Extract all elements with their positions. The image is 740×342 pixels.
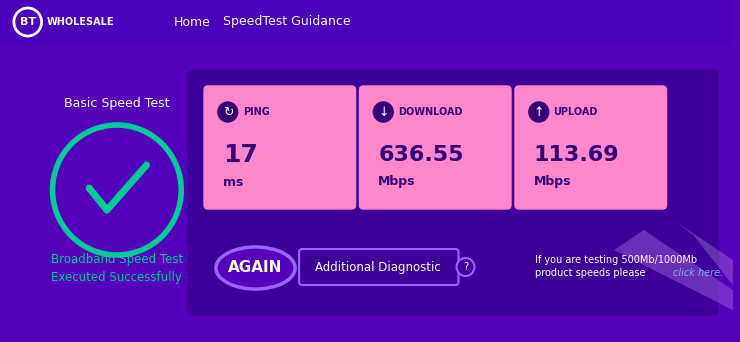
Polygon shape [673, 220, 733, 285]
Text: 113.69: 113.69 [534, 145, 619, 165]
FancyBboxPatch shape [188, 70, 718, 315]
Text: Broadband Speed Test
Executed Successfully: Broadband Speed Test Executed Successful… [51, 252, 183, 284]
Text: ?: ? [463, 262, 468, 272]
Bar [0, 0, 733, 45]
Circle shape [218, 102, 238, 122]
Text: PING: PING [243, 107, 269, 117]
Text: UPLOAD: UPLOAD [554, 107, 598, 117]
Text: AGAIN: AGAIN [229, 261, 283, 276]
Ellipse shape [216, 247, 295, 289]
Text: ↑: ↑ [534, 105, 544, 118]
Polygon shape [614, 230, 733, 310]
Text: click here.: click here. [673, 268, 724, 278]
Text: SpeedTest Guidance: SpeedTest Guidance [223, 15, 351, 28]
Text: ↻: ↻ [223, 105, 233, 118]
Text: Home: Home [173, 15, 210, 28]
Text: Basic Speed Test: Basic Speed Test [64, 96, 169, 109]
Text: Mbps: Mbps [534, 175, 571, 188]
Circle shape [374, 102, 393, 122]
Circle shape [457, 258, 474, 276]
Text: BT: BT [20, 17, 36, 27]
Text: Additional Diagnostic: Additional Diagnostic [315, 261, 441, 274]
Text: 17: 17 [223, 143, 258, 167]
Text: 636.55: 636.55 [378, 145, 464, 165]
Polygon shape [614, 230, 733, 310]
FancyBboxPatch shape [299, 249, 459, 285]
FancyBboxPatch shape [515, 86, 667, 209]
Circle shape [529, 102, 548, 122]
Text: DOWNLOAD: DOWNLOAD [398, 107, 462, 117]
Text: WHOLESALE: WHOLESALE [47, 17, 114, 27]
Text: Mbps: Mbps [378, 175, 416, 188]
FancyBboxPatch shape [360, 86, 511, 209]
Text: ms: ms [223, 175, 243, 188]
Text: product speeds please: product speeds please [535, 268, 648, 278]
Polygon shape [614, 230, 733, 310]
FancyBboxPatch shape [204, 86, 355, 209]
Text: If you are testing 500Mb/1000Mb: If you are testing 500Mb/1000Mb [535, 255, 697, 265]
Text: ↓: ↓ [378, 105, 388, 118]
